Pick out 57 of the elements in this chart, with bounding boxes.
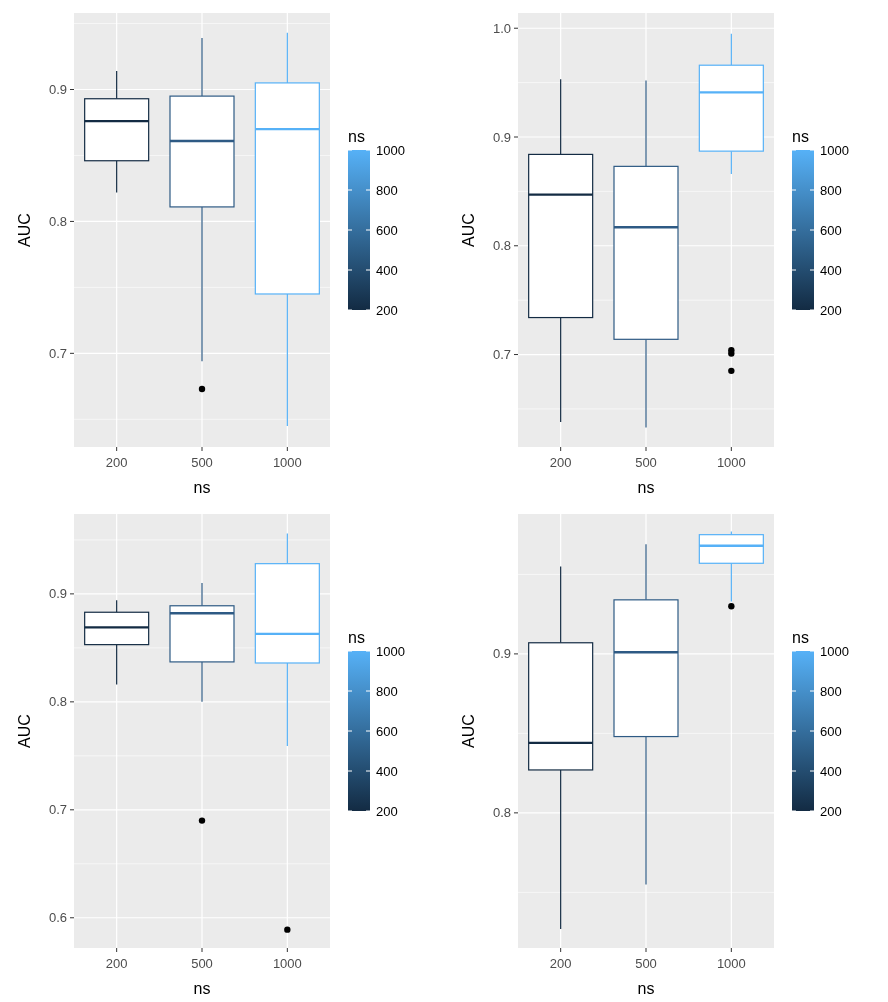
color-bar-label: 600 — [376, 222, 398, 238]
color-bar-label: 400 — [820, 763, 842, 779]
x-tick-label: 500 — [635, 956, 657, 971]
y-axis-title: AUC — [16, 714, 33, 748]
color-bar-label: 600 — [820, 222, 842, 238]
color-bar-label: 800 — [820, 182, 842, 198]
x-tick-label: 1000 — [272, 455, 302, 470]
color-bar-label: 200 — [820, 302, 842, 318]
x-axis-title: ns — [193, 479, 211, 496]
x-tick-label: 200 — [105, 956, 128, 971]
x-tick-label: 500 — [191, 455, 213, 470]
y-tick-label: 0.8 — [48, 213, 67, 229]
y-tick-label: 0.9 — [48, 586, 67, 602]
color-bar-label: 200 — [376, 302, 398, 318]
color-bar-title: ns — [792, 629, 809, 646]
color-bar-label: 1000 — [376, 643, 405, 659]
y-tick-label: 0.8 — [48, 694, 67, 710]
color-bar-label: 400 — [820, 262, 842, 278]
y-axis-title: AUC — [16, 213, 33, 247]
x-tick-label: 1000 — [272, 956, 302, 971]
y-axis-title: AUC — [460, 714, 477, 748]
y-tick-label: 0.7 — [492, 347, 511, 363]
y-tick-label: 0.9 — [48, 82, 67, 98]
color-bar-label: 1000 — [820, 142, 849, 158]
color-bar-label: 800 — [820, 683, 842, 699]
x-tick-label: 200 — [549, 956, 572, 971]
y-tick-label: 0.7 — [48, 802, 67, 818]
color-bar-label: 200 — [376, 803, 398, 819]
color-bar-label: 600 — [820, 723, 842, 739]
color-bar-title: ns — [792, 128, 809, 145]
y-tick-label: 0.9 — [492, 129, 511, 145]
color-bar-label: 800 — [376, 683, 398, 699]
color-bar-title: ns — [348, 629, 365, 646]
x-tick-label: 200 — [105, 455, 128, 470]
color-bar-label: 1000 — [376, 142, 405, 158]
color-bar-label: 200 — [820, 803, 842, 819]
y-tick-label: 0.6 — [48, 910, 67, 926]
x-tick-label: 500 — [191, 956, 213, 971]
color-bar-title: ns — [348, 128, 365, 145]
x-tick-label: 200 — [549, 455, 572, 470]
x-axis-title: ns — [637, 980, 655, 997]
color-bar-label: 600 — [376, 723, 398, 739]
color-bar-label: 1000 — [820, 643, 849, 659]
color-bar-label: 800 — [376, 182, 398, 198]
y-tick-label: 0.9 — [492, 646, 511, 662]
color-bar-label: 400 — [376, 262, 398, 278]
y-tick-label: 1.0 — [492, 20, 511, 36]
x-tick-label: 1000 — [716, 956, 746, 971]
y-tick-label: 0.7 — [48, 345, 67, 361]
x-tick-label: 1000 — [716, 455, 746, 470]
y-tick-label: 0.8 — [492, 805, 511, 821]
x-axis-title: ns — [193, 980, 211, 997]
y-tick-label: 0.8 — [492, 238, 511, 254]
y-axis-title: AUC — [460, 213, 477, 247]
x-axis-title: ns — [637, 479, 655, 496]
x-tick-label: 500 — [635, 455, 657, 470]
color-bar-label: 400 — [376, 763, 398, 779]
